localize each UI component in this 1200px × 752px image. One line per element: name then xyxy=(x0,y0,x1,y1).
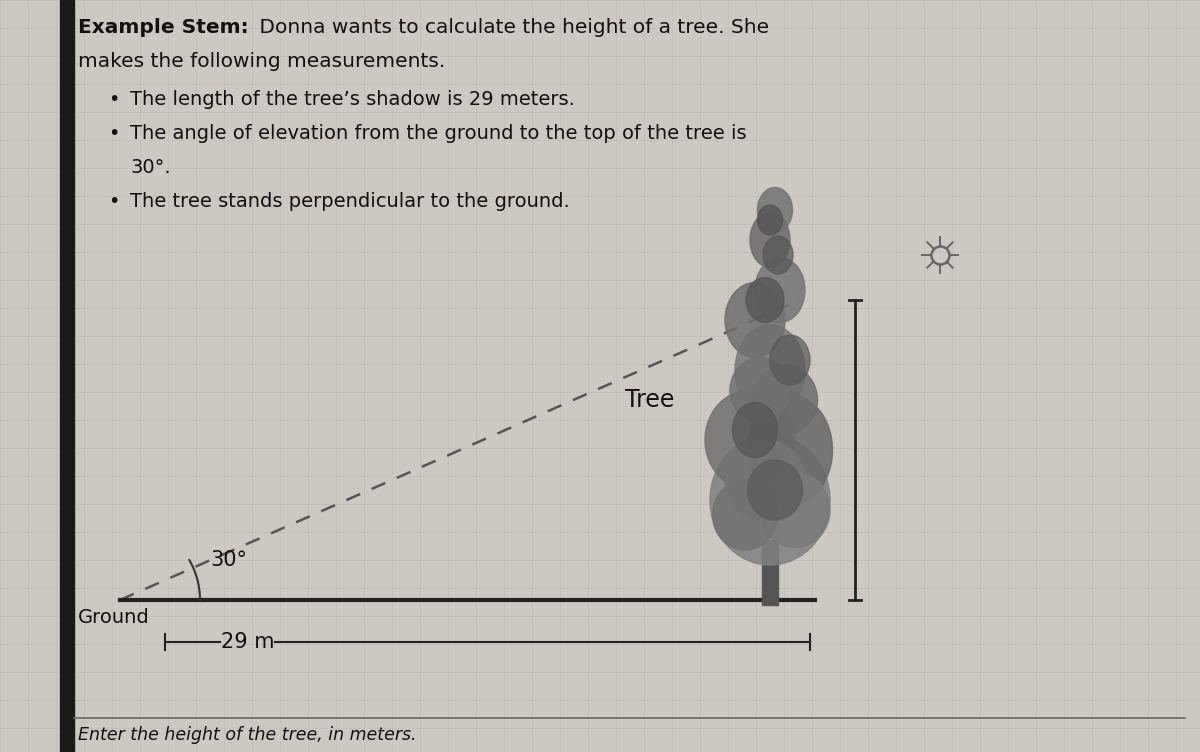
Ellipse shape xyxy=(730,357,790,423)
Ellipse shape xyxy=(755,257,805,323)
Ellipse shape xyxy=(713,480,778,550)
Text: The angle of elevation from the ground to the top of the tree is: The angle of elevation from the ground t… xyxy=(130,124,746,143)
Ellipse shape xyxy=(757,187,792,232)
Ellipse shape xyxy=(770,335,810,385)
Text: Tree: Tree xyxy=(625,388,674,412)
Ellipse shape xyxy=(732,402,778,457)
Ellipse shape xyxy=(725,440,805,520)
Text: •: • xyxy=(108,124,119,143)
Ellipse shape xyxy=(734,325,805,415)
Text: Example Stem:: Example Stem: xyxy=(78,18,248,37)
Text: Donna wants to calculate the height of a tree. She: Donna wants to calculate the height of a… xyxy=(253,18,769,37)
Ellipse shape xyxy=(752,365,817,435)
Ellipse shape xyxy=(760,472,830,547)
Text: 29 m: 29 m xyxy=(221,632,275,652)
Ellipse shape xyxy=(748,460,803,520)
Bar xyxy=(60,0,74,752)
Ellipse shape xyxy=(710,435,830,565)
Ellipse shape xyxy=(763,236,793,274)
Text: 30°.: 30°. xyxy=(130,158,170,177)
Text: •: • xyxy=(108,192,119,211)
Ellipse shape xyxy=(757,205,782,235)
Text: Enter the height of the tree, in meters.: Enter the height of the tree, in meters. xyxy=(78,726,416,744)
Text: The tree stands perpendicular to the ground.: The tree stands perpendicular to the gro… xyxy=(130,192,570,211)
Ellipse shape xyxy=(725,283,785,357)
Text: 30°: 30° xyxy=(210,550,247,570)
Text: makes the following measurements.: makes the following measurements. xyxy=(78,52,445,71)
Bar xyxy=(762,540,778,605)
Ellipse shape xyxy=(706,390,796,490)
Ellipse shape xyxy=(748,395,833,505)
Text: •: • xyxy=(108,90,119,109)
Text: Ground: Ground xyxy=(78,608,150,627)
Ellipse shape xyxy=(750,213,790,268)
Ellipse shape xyxy=(746,277,784,323)
Text: The length of the tree’s shadow is 29 meters.: The length of the tree’s shadow is 29 me… xyxy=(130,90,575,109)
